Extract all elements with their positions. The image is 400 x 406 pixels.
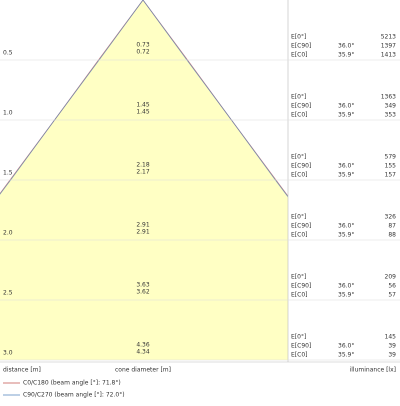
e-label: E[C90] [291, 283, 311, 290]
illuminance-value: 155 [385, 163, 397, 170]
distance-value: 1.5 [3, 170, 13, 177]
e-label: E[C90] [291, 43, 311, 50]
illuminance-value: 579 [385, 154, 397, 161]
angle: 36.0° [338, 43, 354, 50]
legend-label: C90/C270 (beam angle [°]: 72.0°) [23, 392, 125, 399]
distance-value: 2.0 [3, 230, 13, 237]
angle: 36.0° [338, 283, 354, 290]
angle: 35.9° [338, 112, 354, 119]
e-label: E[0°] [291, 94, 306, 101]
distance-label: distance [m] [3, 367, 41, 374]
diameter-value: 2.18 [136, 162, 150, 169]
e-label: E[C0] [291, 112, 307, 119]
diameter-value: 3.62 [136, 289, 150, 296]
angle: 36.0° [338, 163, 354, 170]
e-label: E[0°] [291, 274, 306, 281]
e-label: E[C0] [291, 292, 307, 299]
distance-value: 3.0 [3, 350, 13, 357]
e-label: E[0°] [291, 34, 306, 41]
illuminance-value: 1397 [381, 43, 396, 50]
illuminance-value: 349 [385, 103, 397, 110]
angle: 35.9° [338, 292, 354, 299]
diameter-value: 2.17 [136, 169, 150, 176]
e-label: E[C90] [291, 223, 311, 230]
legend-label: C0/C180 (beam angle [°]: 71.8°) [23, 380, 121, 387]
diameter-value: 0.73 [136, 42, 150, 49]
angle: 36.0° [338, 343, 354, 350]
diameter-value: 4.36 [136, 342, 150, 349]
illuminance-value: 5213 [381, 34, 396, 41]
e-label: E[C0] [291, 232, 307, 239]
diameter-value: 3.63 [136, 282, 150, 289]
e-label: E[C90] [291, 103, 311, 110]
distance-value: 2.5 [3, 290, 13, 297]
angle: 35.9° [338, 52, 354, 59]
angle: 36.0° [338, 223, 354, 230]
illuminance-value: 353 [385, 112, 397, 119]
illuminance-value: 57 [388, 292, 396, 299]
e-label: E[0°] [291, 154, 306, 161]
distance-value: 0.5 [3, 50, 13, 57]
diameter-value: 1.45 [136, 109, 150, 116]
illuminance-value: 326 [385, 214, 397, 221]
illuminance-label: illuminance [lx] [350, 367, 396, 374]
angle: 35.9° [338, 352, 354, 359]
diameter-value: 0.72 [136, 49, 150, 56]
e-label: E[C0] [291, 172, 307, 179]
e-label: E[0°] [291, 214, 306, 221]
illuminance-value: 56 [388, 283, 396, 290]
e-label: E[C0] [291, 352, 307, 359]
illuminance-value: 145 [385, 334, 397, 341]
illuminance-value: 39 [388, 352, 396, 359]
diameter-value: 2.91 [136, 229, 150, 236]
illuminance-value: 88 [388, 232, 396, 239]
illuminance-value: 87 [388, 223, 396, 230]
e-label: E[C90] [291, 343, 311, 350]
illuminance-value: 39 [388, 343, 396, 350]
diameter-value: 2.91 [136, 222, 150, 229]
diameter-value: 4.34 [136, 349, 150, 356]
e-label: E[0°] [291, 334, 306, 341]
angle: 35.9° [338, 172, 354, 179]
illuminance-value: 209 [385, 274, 397, 281]
e-label: E[C0] [291, 52, 307, 59]
illuminance-value: 157 [385, 172, 397, 179]
e-label: E[C90] [291, 163, 311, 170]
illuminance-value: 1363 [381, 94, 396, 101]
angle: 35.9° [338, 232, 354, 239]
diameter-value: 1.45 [136, 102, 150, 109]
angle: 36.0° [338, 103, 354, 110]
illuminance-value: 1413 [381, 52, 396, 59]
distance-value: 1.0 [3, 110, 13, 117]
diameter-label: cone diameter [m] [115, 367, 171, 374]
